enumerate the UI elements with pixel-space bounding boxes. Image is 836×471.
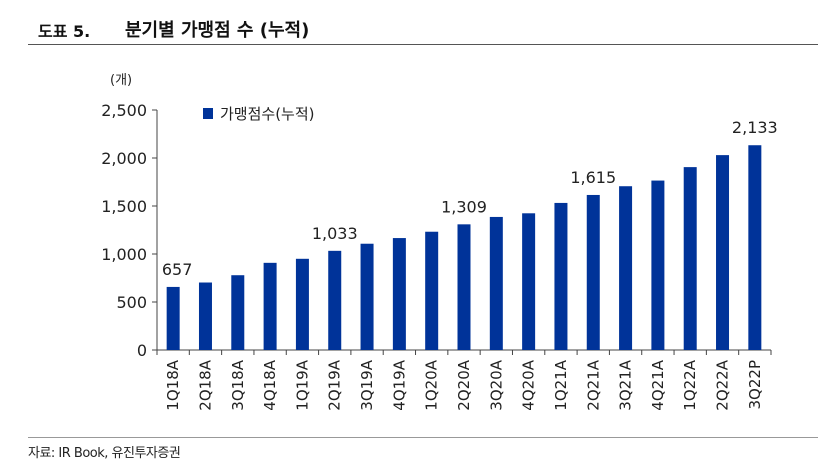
bar-3Q22P bbox=[748, 145, 762, 350]
data-label: 1,615 bbox=[570, 168, 616, 187]
x-tick-label: 2Q18A bbox=[196, 359, 214, 410]
x-tick-label: 4Q20A bbox=[520, 359, 538, 410]
x-tick-label: 3Q20A bbox=[487, 359, 505, 410]
x-tick-label: 1Q19A bbox=[293, 359, 311, 410]
x-tick-label: 1Q18A bbox=[164, 359, 182, 410]
bar-2Q22A bbox=[716, 155, 730, 350]
x-tick-label: 2Q22A bbox=[714, 359, 732, 410]
bar-3Q19A bbox=[360, 243, 374, 350]
x-tick-label: 4Q18A bbox=[261, 359, 279, 410]
x-tick-label: 3Q22P bbox=[746, 360, 764, 409]
y-unit-label: (개) bbox=[110, 73, 132, 88]
legend-swatch bbox=[203, 108, 213, 119]
bar-4Q18A bbox=[263, 262, 277, 350]
data-label: 1,033 bbox=[312, 224, 358, 243]
bar-chart: (개) 0 500 1,000 1,500 2,000 2,500 1Q18A 657 2Q18A… bbox=[101, 73, 778, 411]
y-tick-label: 1,500 bbox=[101, 197, 147, 216]
y-tick-label: 0 bbox=[137, 341, 147, 360]
bar-2Q20A bbox=[457, 224, 471, 350]
y-tick-label: 500 bbox=[116, 293, 147, 312]
bar-4Q20A bbox=[522, 213, 536, 350]
x-tick-label: 2Q21A bbox=[584, 359, 602, 410]
title-divider bbox=[28, 44, 818, 45]
legend-label: 가맹점수(누적) bbox=[220, 105, 315, 123]
x-tick-label: 2Q19A bbox=[326, 359, 344, 410]
x-tick-label: 3Q21A bbox=[617, 359, 635, 410]
x-tick-label: 1Q20A bbox=[423, 359, 441, 410]
x-tick-label: 1Q21A bbox=[552, 359, 570, 410]
figure-number: 도표 5. bbox=[38, 22, 91, 41]
x-tick-label: 4Q19A bbox=[390, 359, 408, 410]
figure-header: 도표 5. 분기별 가맹점 수 (누적) bbox=[0, 12, 836, 42]
y-tick-label: 2,000 bbox=[101, 149, 147, 168]
x-tick-label: 3Q18A bbox=[229, 359, 247, 410]
bar-1Q18A bbox=[166, 286, 180, 350]
x-tick-label: 4Q21A bbox=[649, 359, 667, 410]
source-divider bbox=[28, 437, 818, 438]
data-label: 657 bbox=[162, 260, 193, 279]
bar-2Q21A bbox=[586, 194, 600, 350]
data-label: 1,309 bbox=[441, 197, 487, 216]
source-note: 자료: IR Book, 유진투자증권 bbox=[28, 446, 181, 461]
x-tick-label: 1Q22A bbox=[681, 359, 699, 410]
bar-2Q19A bbox=[328, 250, 342, 350]
bar-3Q18A bbox=[231, 275, 245, 350]
bar-2Q18A bbox=[198, 282, 212, 350]
data-label: 2,133 bbox=[732, 118, 778, 137]
x-tick-label: 2Q20A bbox=[455, 359, 473, 410]
y-tick-label: 2,500 bbox=[101, 101, 147, 120]
y-tick-label: 1,000 bbox=[101, 245, 147, 264]
bar-1Q20A bbox=[425, 231, 439, 350]
bar-3Q20A bbox=[489, 216, 503, 350]
bar-1Q22A bbox=[683, 167, 697, 350]
figure-title: 분기별 가맹점 수 (누적) bbox=[125, 20, 310, 41]
bar-1Q19A bbox=[295, 258, 309, 350]
bar-4Q21A bbox=[651, 180, 665, 350]
bar-1Q21A bbox=[554, 202, 568, 350]
bar-4Q19A bbox=[392, 238, 406, 350]
bar-3Q21A bbox=[619, 186, 633, 350]
x-tick-label: 3Q19A bbox=[358, 359, 376, 410]
